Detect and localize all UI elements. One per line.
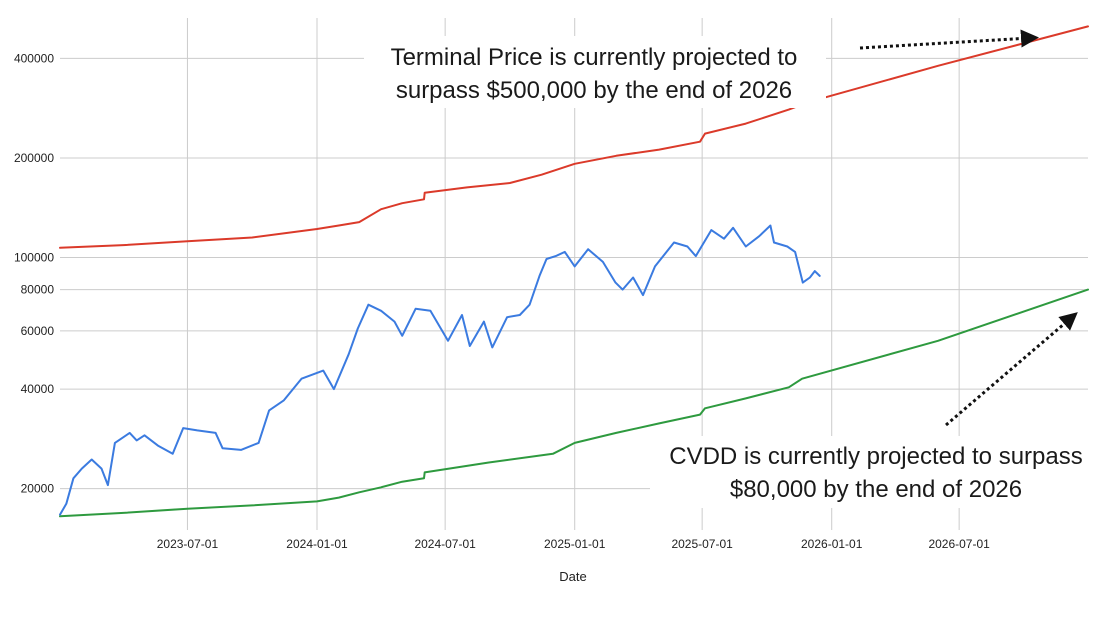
x-tick-label: 2024-07-01: [414, 537, 476, 551]
y-tick-label: 200000: [14, 151, 54, 165]
series-line-cvdd: [59, 288, 1089, 518]
x-tick-label: 2025-07-01: [671, 537, 733, 551]
y-tick-label: 20000: [21, 482, 55, 496]
y-tick-label: 100000: [14, 251, 54, 265]
annotation-terminal-line-2: surpass $500,000 by the end of 2026: [396, 77, 792, 104]
annotation-terminal-bg: [364, 36, 826, 108]
x-tick-label: 2023-07-01: [157, 537, 219, 551]
x-tick-label: 2026-07-01: [928, 537, 990, 551]
x-axis-title: Date: [559, 569, 586, 584]
x-tick-label: 2026-01-01: [801, 537, 863, 551]
y-tick-label: 40000: [21, 382, 55, 396]
series-line-btc-price: [59, 224, 821, 516]
series-line-terminal-price: [59, 25, 1089, 249]
annotation-cvdd-arrow: [945, 312, 1078, 427]
y-tick-label: 80000: [21, 283, 55, 297]
annotation-cvdd-line-2: $80,000 by the end of 2026: [730, 476, 1022, 503]
x-tick-label: 2025-01-01: [544, 537, 606, 551]
series-layer: [59, 25, 1089, 518]
annotation-terminal-line-1: Terminal Price is currently projected to: [391, 44, 798, 71]
y-tick-label: 400000: [14, 51, 54, 65]
annotation-cvdd-line-1: CVDD is currently projected to surpass: [669, 443, 1082, 470]
annotation-cvdd-bg: [650, 436, 1100, 508]
tick-layer: 20000 40000 60000 80000 100000 200000 400000 20…: [14, 51, 990, 551]
annotation-terminal-arrow: [859, 29, 1039, 50]
x-tick-label: 2024-01-01: [286, 537, 348, 551]
y-tick-label: 60000: [21, 324, 55, 338]
